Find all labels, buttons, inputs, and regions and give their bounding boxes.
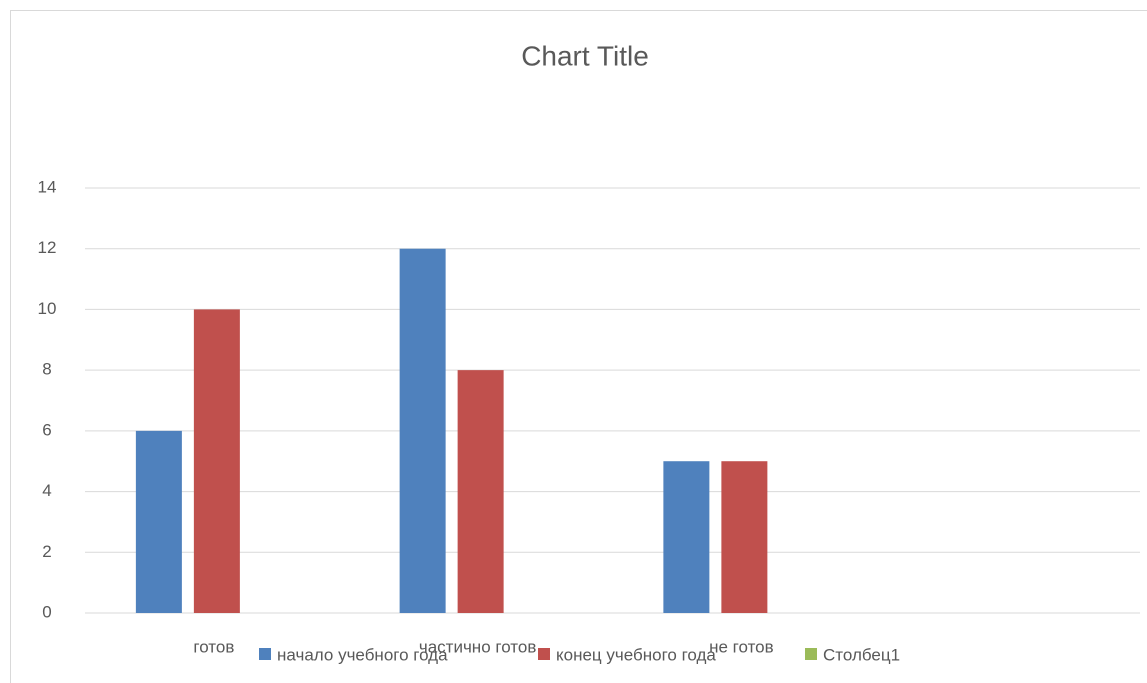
chart-title: Chart Title [521, 40, 649, 71]
legend-label: начало учебного года [277, 645, 448, 664]
x-tick-label: готов [193, 637, 234, 656]
y-tick-label: 2 [42, 542, 51, 561]
x-tick-label: частично готов [419, 637, 537, 656]
y-tick-label: 8 [42, 360, 51, 379]
y-tick-label: 6 [42, 420, 51, 439]
y-tick-label: 0 [42, 602, 51, 621]
bar [721, 461, 768, 613]
legend-label: конец учебного года [556, 645, 716, 664]
bar [135, 430, 182, 613]
bar [457, 370, 504, 613]
bar [399, 248, 446, 613]
y-tick-label: 12 [38, 238, 57, 257]
legend-swatch [805, 648, 817, 660]
legend-label: Столбец1 [823, 645, 900, 664]
legend-swatch [259, 648, 271, 660]
y-tick-label: 10 [38, 299, 57, 318]
y-tick-label: 4 [42, 481, 51, 500]
bar [663, 461, 710, 613]
legend-swatch [538, 648, 550, 660]
y-tick-label: 14 [38, 177, 57, 196]
bar [193, 309, 240, 613]
x-tick-label: не готов [709, 637, 774, 656]
